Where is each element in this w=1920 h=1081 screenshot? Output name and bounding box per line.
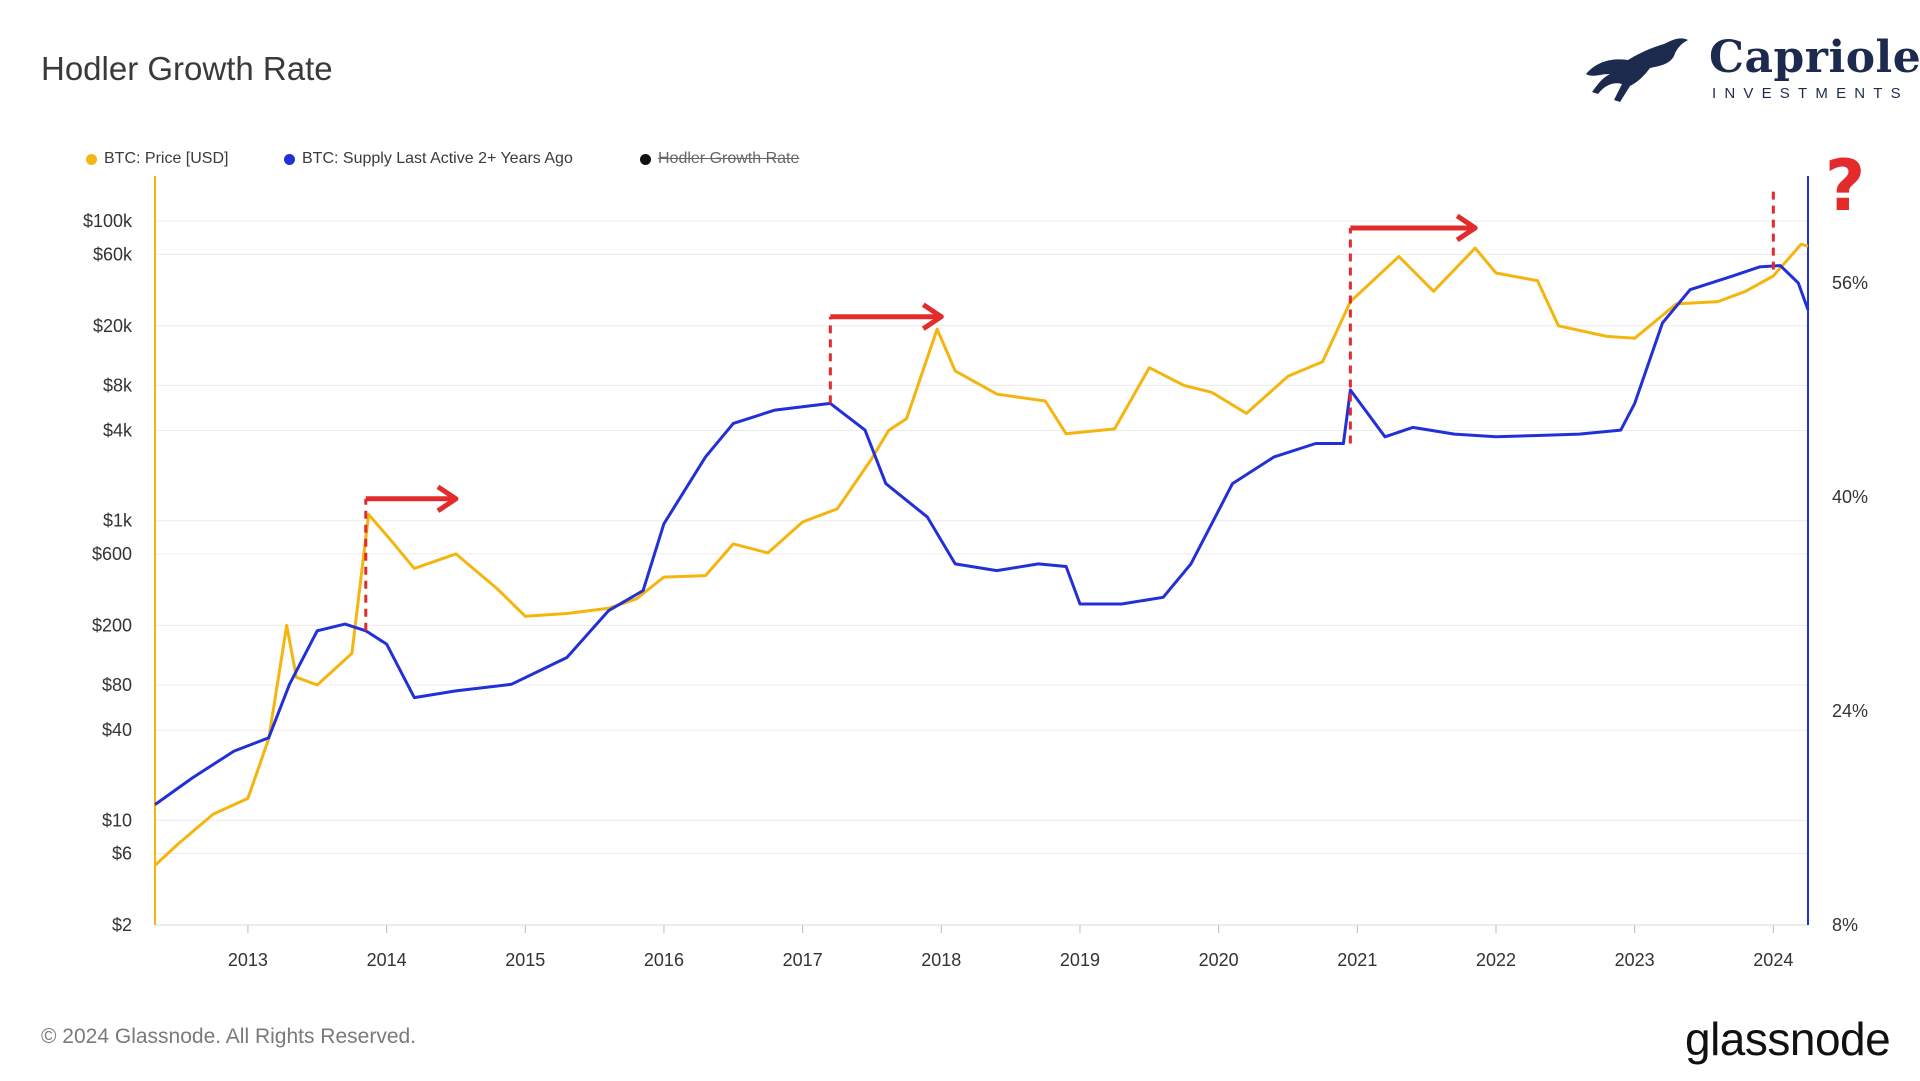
x-tick-label: 2021: [1337, 950, 1377, 970]
axes: $2 $6 $10 $40 $80 $200 $600 $1k $4k $8k $20k $60k $1…: [83, 176, 1868, 970]
legend-item-supply[interactable]: BTC: Supply Last Active 2+ Years Ago: [284, 150, 573, 168]
x-tick-label: 2013: [228, 950, 268, 970]
y-left-tick-label: $6: [112, 844, 132, 864]
y-left-tick-label: $4k: [103, 421, 133, 441]
y-right-tick-label: 24%: [1832, 701, 1868, 721]
x-tick-label: 2022: [1476, 950, 1516, 970]
arrow-right-head: [1455, 213, 1478, 243]
glassnode-logo: glassnode: [1685, 1013, 1891, 1065]
y-left-tick-label: $200: [92, 615, 132, 635]
y-left-tick-label: $20k: [93, 316, 133, 336]
brand-name: Capriole: [1709, 32, 1920, 83]
grid: [155, 220, 1808, 926]
legend-dot: [284, 153, 295, 165]
y-left-tick-label: $80: [102, 675, 132, 695]
series: [153, 242, 1810, 867]
arrow-right-head: [436, 484, 459, 513]
legend-label: BTC: Supply Last Active 2+ Years Ago: [302, 150, 573, 167]
price-series-line: [153, 242, 1809, 867]
y-left-tick-label: $1k: [103, 511, 133, 531]
page-title: Hodler Growth Rate: [41, 50, 333, 87]
supply-series-line: [154, 264, 1810, 806]
legend-item-hodler-growth[interactable]: Hodler Growth Rate: [640, 150, 799, 168]
capriole-logo: Capriole INVESTMENTS: [1580, 30, 1920, 110]
x-tick-label: 2014: [367, 950, 407, 970]
y-left-tick-label: $40: [102, 720, 132, 740]
y-left-tick-label: $600: [92, 544, 132, 564]
horse-logo-icon: [1586, 38, 1688, 102]
x-tick-label: 2017: [783, 950, 823, 970]
legend-label: BTC: Price [USD]: [104, 150, 229, 167]
annotations: [364, 186, 1775, 631]
y-right-tick-label: 8%: [1832, 915, 1858, 935]
legend-dot: [640, 153, 651, 165]
x-tick-label: 2016: [644, 950, 684, 970]
legend-dot: [86, 153, 97, 165]
y-left-tick-label: $8k: [103, 375, 133, 395]
y-left-tick-label: $10: [102, 810, 132, 830]
x-tick-label: 2024: [1753, 950, 1793, 970]
x-tick-label: 2015: [505, 950, 545, 970]
y-right-tick-label: 56%: [1832, 273, 1868, 293]
y-left-tick-label: $60k: [93, 244, 133, 264]
legend-item-price[interactable]: BTC: Price [USD]: [86, 150, 228, 168]
y-left-tick-label: $100k: [83, 211, 133, 231]
x-tick-label: 2018: [921, 950, 961, 970]
x-tick-label: 2019: [1060, 950, 1100, 970]
y-right-tick-label: 40%: [1832, 487, 1868, 507]
legend-label: Hodler Growth Rate: [658, 150, 800, 167]
question-mark-annotation: ?: [1825, 145, 1866, 227]
x-tick-label: 2020: [1199, 950, 1239, 970]
y-left-tick-label: $2: [112, 915, 132, 935]
brand-subtitle: INVESTMENTS: [1712, 85, 1909, 102]
copyright-text: © 2024 Glassnode. All Rights Reserved.: [41, 1025, 417, 1048]
arrow-right-head: [921, 302, 944, 331]
x-tick-label: 2023: [1615, 950, 1655, 970]
